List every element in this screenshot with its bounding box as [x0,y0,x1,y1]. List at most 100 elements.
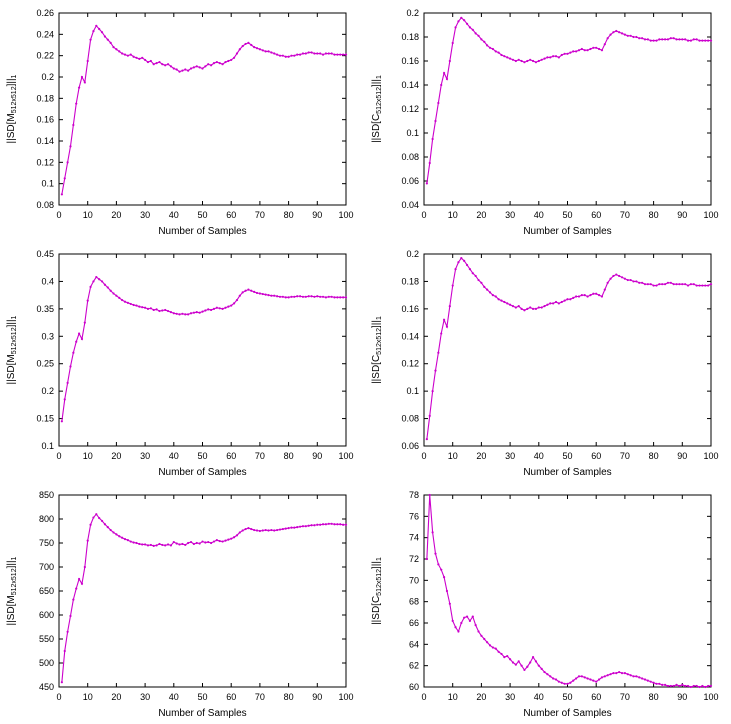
series-point [342,295,345,298]
x-tick-label: 50 [562,692,572,702]
series-point [241,44,244,47]
series-line [61,24,346,194]
series-point [324,522,328,525]
series-point [460,256,463,259]
series-point [75,340,78,343]
series-point [146,543,150,546]
series-point [509,303,512,306]
series-point [169,310,173,313]
y-tick-label: 0.18 [401,32,419,42]
series-point [454,267,457,270]
series-point [474,274,477,277]
x-tick-label: 30 [505,451,515,461]
series-point [566,682,569,685]
x-tick-label: 40 [534,210,544,220]
series-point [655,39,658,42]
series-point [123,537,127,540]
series-point [301,51,305,55]
series-point [342,523,345,526]
series-point [440,331,443,335]
series-point [132,540,135,544]
series-point [273,51,276,55]
series-point [293,526,296,529]
series-point [172,66,175,70]
series-point [270,50,273,54]
series-point [221,539,224,543]
series-point [471,271,474,274]
series-point [135,303,138,307]
series-point [563,682,566,685]
series-point [241,290,244,293]
series-point [184,543,187,546]
series-point [580,47,583,50]
series-point [187,312,190,315]
series-point [278,54,282,57]
series-point [310,523,313,526]
series-point [454,625,457,628]
series-point [623,671,626,674]
y-tick-label: 0.16 [36,114,54,124]
series-point [235,298,239,301]
series-point [592,292,595,295]
plot-frame [423,12,712,205]
series-point [606,673,609,676]
chart-svg: 0 10 20 30 40 50 60 70 80 90 100 450 500 550 600 650 700… [6,490,354,719]
subplot-sd-m512-norm-row3: 0 10 20 30 40 50 60 70 80 90 100 450 500 550 600 650 700… [0,482,365,723]
series-point [175,541,178,545]
series-point [583,48,586,51]
series-point [546,672,549,675]
series-point [520,664,523,667]
series-point [100,519,104,522]
series-point [612,671,615,674]
series-point [511,660,515,664]
series-point [531,59,535,62]
series-point [155,543,158,546]
series-point [164,63,167,66]
series-point [612,30,615,33]
y-tick-label: 0.14 [36,136,54,146]
series-point [298,294,302,297]
series-point [457,260,460,263]
series-point [468,25,472,28]
series-point [669,36,672,39]
y-tick-label: 66 [409,618,419,628]
series-point [273,528,276,532]
x-tick-label: 10 [83,210,93,220]
series-point [537,664,540,667]
series-point [144,58,147,61]
x-tick-label: 60 [591,692,601,702]
series-point [144,542,147,546]
y-tick-label: 60 [409,682,419,692]
series-point [526,59,529,62]
series-point [575,676,578,680]
series-point [491,47,494,50]
series-point [589,47,592,50]
y-tick-label: 0.12 [401,358,419,368]
series-point [161,308,164,312]
series-point [115,47,118,50]
y-tick-label: 72 [409,554,419,564]
series-point [121,51,124,55]
chart-svg: 0 10 20 30 40 50 60 70 80 90 100 0.08 0.1 0.12 0.14 0.1… [6,8,354,237]
series-point [201,310,204,313]
series-point [632,279,635,283]
series-point [336,522,339,525]
series-point [463,259,466,262]
series-point [287,55,290,58]
series-point [95,275,98,278]
series-point [316,294,319,297]
series-point [166,309,170,312]
series-point [344,53,348,56]
series-point [603,674,606,677]
y-tick-label: 650 [39,586,54,596]
series-point [181,312,184,315]
series-point [569,681,572,684]
plot-frame [58,494,347,687]
series-point [529,58,532,61]
series-point [238,294,241,297]
series-point [497,51,500,54]
series-point [121,536,124,539]
series-point [63,397,66,400]
series-point [620,275,624,278]
